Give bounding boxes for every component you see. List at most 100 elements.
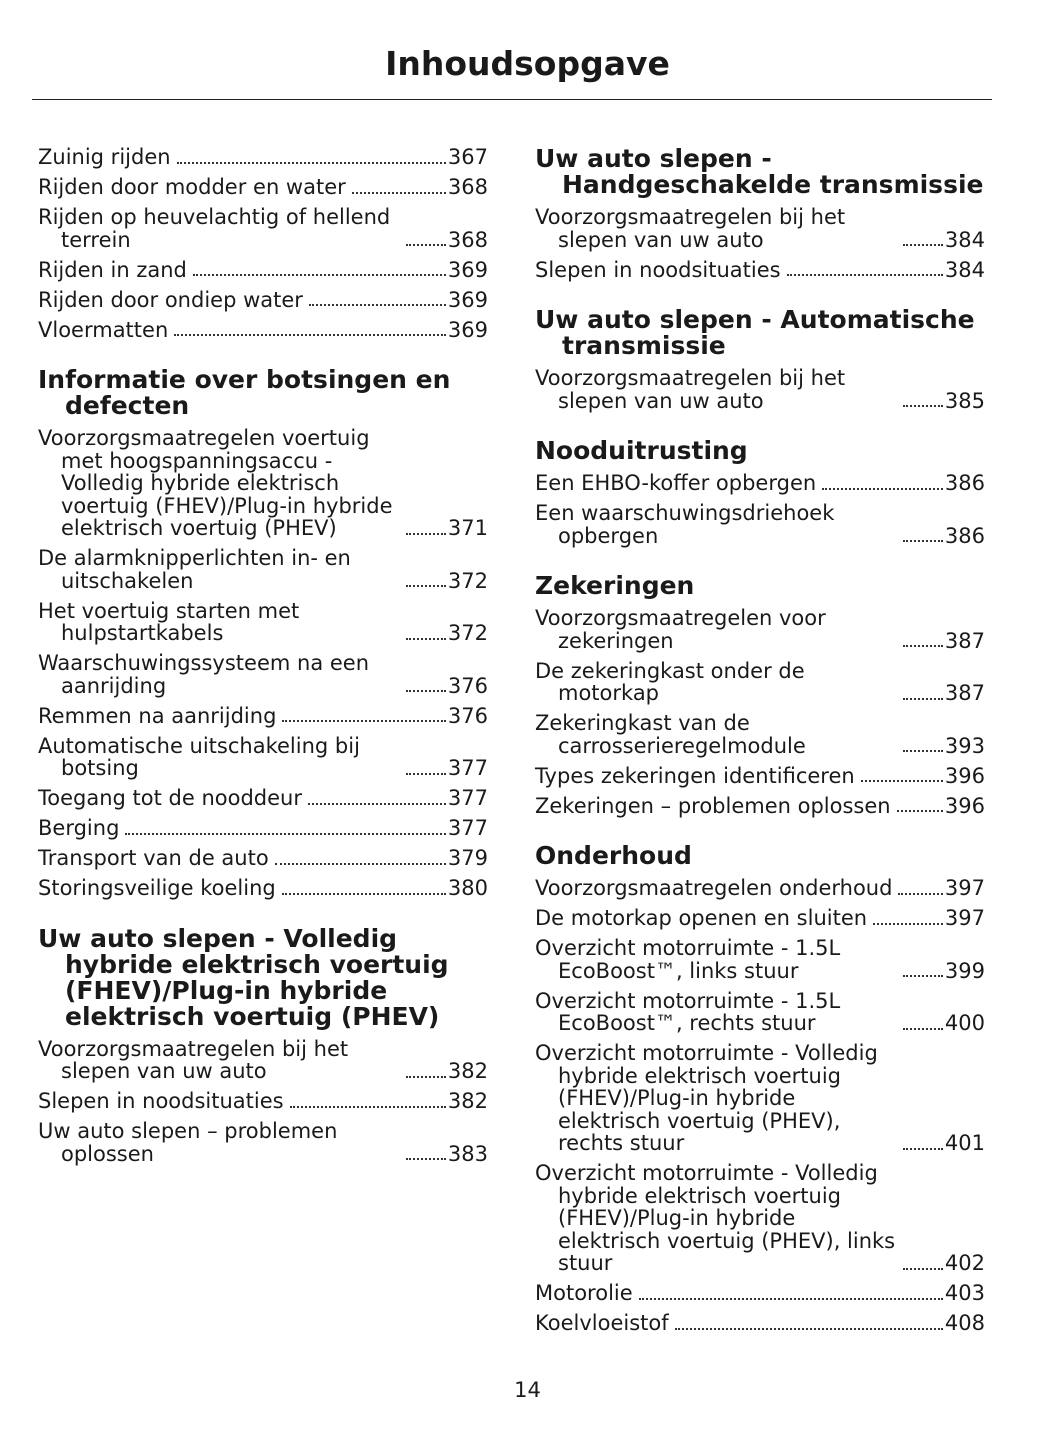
- dot-leader: [902, 750, 943, 752]
- toc-entry: Slepen in noodsituaties 382: [38, 1090, 488, 1113]
- toc-entry: De alarmknipperlichten in- en uitschakel…: [38, 547, 488, 592]
- entry-page: 372: [447, 568, 488, 593]
- entry-title: Berging: [38, 816, 120, 840]
- entry-page: 397: [944, 906, 985, 930]
- entry-page: 387: [944, 628, 985, 653]
- toc-entry: Overzicht motorruimte - 1.5L EcoBoost™, …: [535, 988, 985, 1035]
- entry-title: Rijden door ondiep water: [38, 287, 303, 312]
- dot-leader: [405, 1075, 446, 1078]
- entry-title: Remmen na aanrijding: [38, 703, 277, 728]
- toc-entry: Motorolie 403: [535, 1282, 985, 1305]
- entry-page: 403: [944, 1281, 985, 1305]
- toc-entry: Berging 377: [38, 817, 488, 840]
- dot-leader: [674, 1327, 943, 1330]
- section-heading: Zekeringen: [535, 571, 695, 600]
- entry-page: 396: [944, 763, 985, 788]
- entry-page: 400: [944, 1011, 985, 1035]
- dot-leader: [786, 274, 943, 276]
- dot-leader: [902, 244, 943, 246]
- toc-section: Zuinig rijden 367 Rijden door modder en wa…: [38, 146, 488, 341]
- dot-leader: [125, 832, 446, 835]
- entry-title: Het voertuig starten met hulpstartkabels: [38, 598, 300, 645]
- toc-entry: De motorkap openen en sluiten 397: [535, 907, 985, 930]
- dot-leader: [902, 405, 943, 407]
- toc-entry: Een waarschuwingsdriehoek opbergen 386: [535, 502, 985, 547]
- dot-leader: [902, 1267, 943, 1270]
- dot-leader: [274, 862, 446, 865]
- toc-entry: Rijden in zand 369: [38, 257, 488, 282]
- dot-leader: [405, 585, 446, 587]
- entry-title: Voorzorgsmaatregelen bij het slepen van …: [38, 1036, 349, 1083]
- entry-page: 382: [447, 1059, 488, 1083]
- entry-title: Vloermatten: [38, 317, 169, 342]
- dot-leader: [282, 720, 446, 722]
- toc-section: Nooduitrusting Een EHBO-koffer opbergen 38…: [535, 438, 985, 547]
- entry-page: 386: [944, 523, 985, 548]
- entry-page: 383: [447, 1141, 488, 1166]
- toc-entry: Voorzorgsmaatregelen voor zekeringen 387: [535, 607, 985, 652]
- entry-page: 408: [944, 1311, 985, 1335]
- toc-section: Uw auto slepen - Automatische transmissi…: [535, 307, 985, 412]
- dot-leader: [405, 244, 446, 246]
- dot-leader: [176, 161, 446, 164]
- entry-page: 402: [944, 1251, 985, 1275]
- dot-leader: [902, 1027, 943, 1030]
- toc-entry: Storingsveilige koeling 380: [38, 877, 488, 900]
- entry-page: 384: [944, 257, 985, 282]
- toc-section: Informatie over botsingen en defecten Voo…: [38, 367, 488, 900]
- entry-title: Voorzorgsmaatregelen bij het slepen van …: [535, 366, 846, 413]
- toc-entry: Voorzorgsmaatregelen bij het slepen van …: [38, 1036, 488, 1083]
- section-heading: Uw auto slepen - Automatische transmissi…: [535, 305, 975, 360]
- entry-page: 376: [447, 703, 488, 728]
- entry-title: Een waarschuwingsdriehoek opbergen: [535, 501, 835, 548]
- toc-entry: Uw auto slepen – problemen oplossen 383: [38, 1120, 488, 1165]
- toc-entry: Voorzorgsmaatregelen voertuig met hoogsp…: [38, 427, 488, 540]
- section-heading: Onderhoud: [535, 841, 692, 870]
- entry-title: Automatische uitschakeling bij botsing: [38, 733, 360, 780]
- dot-leader: [351, 191, 446, 194]
- entry-page: 385: [944, 388, 985, 413]
- entry-title: Zuinig rijden: [38, 145, 171, 169]
- toc-entry: Voorzorgsmaatregelen bij het slepen van …: [535, 206, 985, 251]
- toc-entry: Slepen in noodsituaties 384: [535, 257, 985, 282]
- entry-title: Overzicht motorruimte - Volledig hybride…: [535, 1041, 878, 1155]
- entry-title: Zekeringen – problemen oplossen: [535, 793, 891, 818]
- entry-page: 369: [447, 257, 488, 282]
- entry-page: 379: [447, 846, 488, 870]
- entry-title: Types zekeringen identificeren: [535, 763, 855, 788]
- toc-entry: Het voertuig starten met hulpstartkabels…: [38, 598, 488, 645]
- entry-page: 401: [944, 1131, 985, 1155]
- dot-leader: [308, 802, 446, 805]
- toc-column: Uw auto slepen - Handgeschakelde transmi…: [535, 146, 985, 1361]
- entry-page: 367: [447, 145, 488, 169]
- entry-title: Motorolie: [535, 1281, 633, 1305]
- dot-leader: [289, 1105, 446, 1108]
- entry-title: Overzicht motorruimte - 1.5L EcoBoost™, …: [535, 988, 841, 1035]
- entry-page: 368: [447, 227, 488, 252]
- dot-leader: [405, 1158, 446, 1160]
- section-heading: Uw auto slepen - Volledig hybride elektr…: [38, 923, 449, 1031]
- entry-page: 387: [944, 681, 985, 705]
- entry-title: Waarschuwingssysteem na een aanrijding: [38, 651, 370, 698]
- entry-page: 369: [447, 287, 488, 312]
- toc-entry: Overzicht motorruimte - Volledig hybride…: [535, 1162, 985, 1275]
- entry-title: Overzicht motorruimte - Volledig hybride…: [535, 1161, 896, 1275]
- toc-entry: Zekeringen – problemen oplossen 396: [535, 793, 985, 818]
- dot-leader: [405, 772, 446, 775]
- entry-title: Zekeringkast van de carrosserieregelmodu…: [535, 711, 806, 758]
- toc-entry: Toegang tot de nooddeur 377: [38, 787, 488, 810]
- entry-title: Uw auto slepen – problemen oplossen: [38, 1119, 338, 1166]
- entry-title: Slepen in noodsituaties: [535, 257, 781, 282]
- entry-title: Rijden op heuvelachtig of hellend terrei…: [38, 205, 391, 252]
- toc-entry: Waarschuwingssysteem na een aanrijding 37…: [38, 652, 488, 697]
- entry-title: Toegang tot de nooddeur: [38, 786, 302, 810]
- toc-entry: Transport van de auto 379: [38, 847, 488, 870]
- entry-page: 377: [447, 786, 488, 810]
- dot-leader: [822, 487, 943, 490]
- entry-page: 382: [447, 1089, 488, 1113]
- entry-title: Slepen in noodsituaties: [38, 1089, 284, 1113]
- entry-page: 397: [944, 876, 985, 900]
- toc-section: Onderhoud Voorzorgsmaatregelen onderhoud 3…: [535, 843, 985, 1335]
- toc-entry: Zuinig rijden 367: [38, 146, 488, 169]
- toc-section: Uw auto slepen - Volledig hybride elektr…: [38, 923, 488, 1166]
